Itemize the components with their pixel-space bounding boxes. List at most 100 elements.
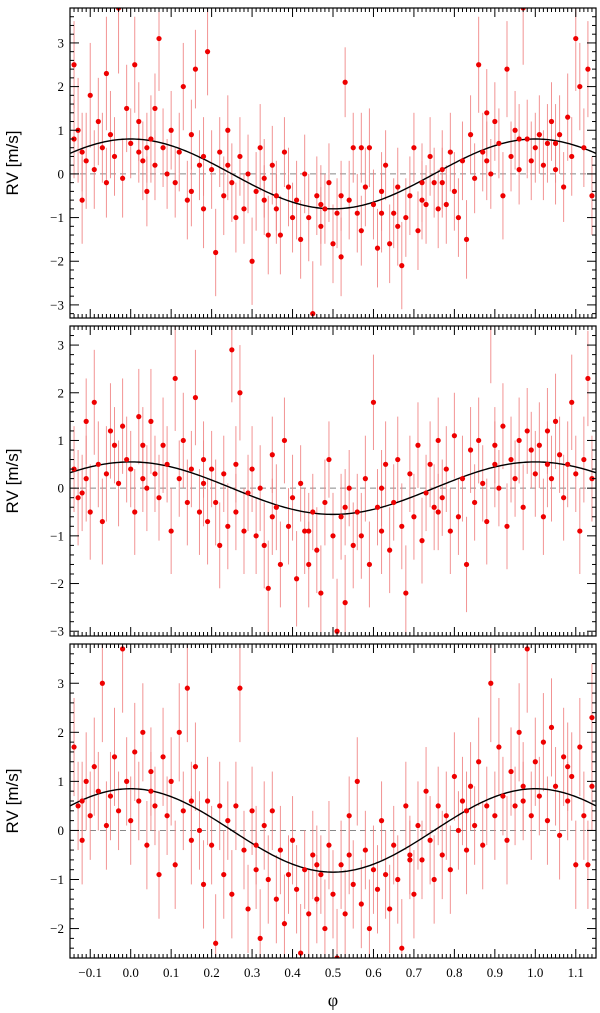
- data-point: [370, 867, 377, 873]
- data-point: [314, 896, 320, 902]
- data-point: [476, 62, 482, 68]
- data-point: [463, 236, 470, 243]
- panel-middle: −3 −2 −1 0 1 2 3 RV [m/s]: [3, 325, 597, 639]
- data-point: [71, 466, 77, 472]
- data-point: [589, 193, 595, 199]
- data-point: [79, 197, 85, 203]
- data-point: [314, 862, 320, 868]
- data-point: [253, 533, 259, 539]
- data-point: [496, 485, 502, 491]
- data-point: [71, 744, 77, 750]
- data-point: [302, 171, 308, 177]
- data-point: [500, 793, 506, 799]
- y-tick-label: 3: [58, 35, 65, 50]
- data-point: [180, 83, 186, 90]
- data-point: [536, 442, 542, 448]
- data-point: [289, 214, 296, 221]
- data-point: [200, 153, 207, 160]
- data-point: [91, 166, 97, 173]
- data-point: [196, 509, 203, 515]
- y-tick-label: 1: [58, 123, 65, 138]
- data-point: [423, 788, 429, 794]
- data-point: [427, 461, 433, 467]
- data-point: [124, 105, 130, 112]
- data-point: [225, 127, 231, 133]
- data-point: [293, 197, 300, 203]
- data-point: [111, 442, 118, 448]
- data-point: [241, 528, 247, 534]
- data-point: [99, 680, 105, 686]
- data-point: [156, 495, 162, 501]
- data-point: [221, 471, 227, 477]
- data-point: [439, 166, 445, 173]
- data-point: [261, 175, 267, 181]
- data-point: [237, 685, 243, 691]
- data-point: [221, 871, 227, 878]
- data-point: [370, 399, 377, 405]
- data-point: [285, 871, 292, 878]
- data-point: [306, 214, 312, 221]
- data-point: [496, 744, 502, 750]
- data-point: [544, 428, 551, 434]
- y-tick-label: −2: [50, 254, 64, 269]
- data-point: [322, 925, 328, 932]
- data-point: [164, 813, 170, 819]
- data-point: [265, 585, 271, 591]
- data-point: [281, 921, 288, 927]
- data-point: [484, 110, 490, 116]
- data-point: [520, 783, 526, 789]
- data-point: [103, 822, 110, 829]
- data-point: [338, 254, 344, 260]
- y-axis-title: RV [m/s]: [3, 131, 22, 196]
- data-point: [326, 456, 332, 463]
- data-point: [455, 514, 462, 520]
- data-point: [257, 485, 263, 491]
- data-point: [411, 514, 417, 520]
- data-point: [488, 680, 494, 686]
- data-point: [378, 210, 385, 216]
- data-point: [569, 399, 575, 405]
- data-point: [289, 837, 296, 843]
- data-point: [443, 201, 449, 208]
- data-point: [229, 180, 235, 186]
- data-point: [188, 188, 194, 194]
- data-point: [512, 476, 518, 482]
- data-point: [128, 818, 134, 824]
- data-point: [140, 442, 146, 448]
- y-tick-label: −2: [50, 921, 64, 936]
- data-point: [253, 188, 259, 194]
- y-tick-label: 3: [58, 676, 65, 691]
- data-point: [176, 149, 182, 155]
- data-point: [467, 447, 474, 453]
- data-point: [298, 236, 304, 243]
- data-point: [467, 132, 474, 138]
- data-point: [354, 210, 360, 216]
- data-point: [188, 837, 194, 843]
- data-point: [83, 418, 89, 424]
- data-point: [407, 193, 413, 199]
- data-point: [378, 818, 385, 824]
- data-point: [383, 162, 389, 168]
- data-point: [273, 206, 279, 212]
- data-point: [91, 764, 97, 770]
- data-point: [289, 495, 296, 501]
- data-point: [265, 876, 271, 883]
- x-tick-label: 0.3: [244, 965, 260, 980]
- data-point: [192, 764, 199, 770]
- data-point: [395, 223, 401, 229]
- data-point: [565, 114, 571, 120]
- data-point: [172, 180, 178, 186]
- data-point: [415, 442, 421, 448]
- data-point: [245, 490, 251, 496]
- data-point: [455, 827, 462, 834]
- data-point: [548, 724, 555, 731]
- data-point: [152, 803, 158, 809]
- data-point: [528, 447, 534, 453]
- data-point: [427, 837, 433, 843]
- x-tick-label: 0.5: [325, 965, 341, 980]
- data-point: [463, 808, 470, 814]
- data-point: [168, 127, 174, 133]
- y-tick-label: −3: [50, 297, 64, 312]
- data-point: [253, 842, 259, 848]
- data-point: [310, 311, 316, 317]
